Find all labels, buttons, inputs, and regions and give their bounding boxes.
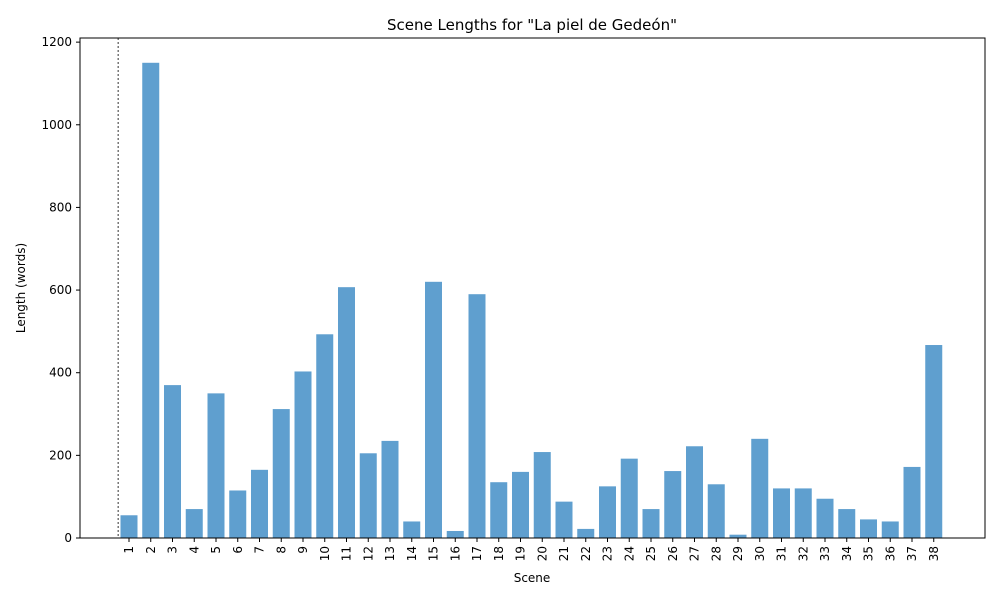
x-tick-label: 18 <box>492 546 506 561</box>
bar-scene-9 <box>294 371 312 538</box>
bar-scene-12 <box>359 453 377 538</box>
x-tick-label: 36 <box>883 546 897 561</box>
x-tick-label: 37 <box>905 546 919 561</box>
bar-scene-34 <box>838 509 856 538</box>
x-tick-label: 17 <box>470 546 484 561</box>
y-tick-label: 0 <box>64 531 72 545</box>
x-tick-label: 31 <box>775 546 789 561</box>
y-tick-label: 200 <box>49 448 72 462</box>
bar-scene-20 <box>533 452 551 538</box>
x-tick-label: 21 <box>557 546 571 561</box>
x-tick-label: 10 <box>318 546 332 561</box>
bar-scene-21 <box>555 501 573 538</box>
x-tick-label: 28 <box>709 546 723 561</box>
x-tick-label: 11 <box>340 546 354 561</box>
y-tick-label: 800 <box>49 200 72 214</box>
bar-scene-2 <box>142 62 160 538</box>
x-tick-label: 14 <box>405 546 419 561</box>
bar-scene-22 <box>577 528 595 538</box>
y-tick-label: 400 <box>49 366 72 380</box>
x-tick-label: 16 <box>448 546 462 561</box>
bar-scene-19 <box>512 471 529 538</box>
x-tick-label: 23 <box>601 546 615 561</box>
bar-scene-1 <box>120 515 138 538</box>
x-tick-label: 24 <box>622 546 636 561</box>
bar-scene-26 <box>664 471 682 538</box>
bar-scene-27 <box>686 446 703 538</box>
bar-scene-14 <box>403 521 421 538</box>
bar-scene-24 <box>620 458 638 538</box>
bar-scene-4 <box>185 509 203 538</box>
x-tick-label: 9 <box>296 546 310 554</box>
bar-scene-3 <box>164 385 181 538</box>
x-tick-label: 7 <box>253 546 267 554</box>
bar-scene-37 <box>903 466 921 538</box>
bar-scene-7 <box>251 469 268 538</box>
x-tick-label: 13 <box>383 546 397 561</box>
bar-scene-25 <box>642 509 660 538</box>
x-tick-label: 4 <box>187 546 201 554</box>
bar-scene-15 <box>425 281 442 538</box>
y-tick-label: 1200 <box>41 35 72 49</box>
x-tick-label: 29 <box>731 546 745 561</box>
x-tick-label: 38 <box>927 546 941 561</box>
bar-scene-28 <box>707 484 725 538</box>
bar-scene-13 <box>381 440 399 538</box>
x-tick-label: 26 <box>666 546 680 561</box>
x-tick-label: 8 <box>274 546 288 554</box>
x-tick-label: 6 <box>231 546 245 554</box>
x-tick-label: 5 <box>209 546 223 554</box>
bar-scene-23 <box>599 486 616 538</box>
bar-scene-8 <box>272 409 290 538</box>
bar-scene-35 <box>860 519 877 538</box>
x-tick-label: 25 <box>644 546 658 561</box>
bar-scene-16 <box>446 530 464 538</box>
bar-scene-33 <box>816 498 834 538</box>
bar-scene-10 <box>316 334 334 538</box>
x-tick-label: 33 <box>818 546 832 561</box>
x-axis-label: Scene <box>514 571 551 585</box>
y-axis-label: Length (words) <box>14 243 28 333</box>
x-tick-label: 34 <box>840 546 854 561</box>
x-tick-label: 15 <box>427 546 441 561</box>
x-tick-label: 22 <box>579 546 593 561</box>
bar-scene-17 <box>468 294 486 538</box>
x-tick-label: 3 <box>166 546 180 554</box>
x-tick-label: 12 <box>361 546 375 561</box>
x-tick-label: 27 <box>688 546 702 561</box>
bar-scene-29 <box>729 534 747 538</box>
bar-scene-6 <box>229 490 247 538</box>
bar-scene-36 <box>881 521 899 538</box>
x-tick-label: 20 <box>535 546 549 561</box>
x-tick-label: 35 <box>862 546 876 561</box>
bar-scene-31 <box>773 488 790 538</box>
x-tick-label: 30 <box>753 546 767 561</box>
bar-scene-18 <box>490 482 508 538</box>
y-tick-label: 600 <box>49 283 72 297</box>
y-tick-label: 1000 <box>41 118 72 132</box>
bar-scene-38 <box>925 345 943 538</box>
bar-scene-5 <box>207 393 225 538</box>
chart-title: Scene Lengths for "La piel de Gedeón" <box>387 16 677 34</box>
bar-scene-30 <box>751 438 769 538</box>
bar-scene-32 <box>794 488 812 538</box>
x-tick-label: 32 <box>796 546 810 561</box>
x-tick-label: 19 <box>514 546 528 561</box>
plot-frame <box>79 37 986 539</box>
x-tick-label: 1 <box>122 546 136 554</box>
bar-scene-11 <box>338 287 355 538</box>
x-tick-label: 2 <box>144 546 158 554</box>
